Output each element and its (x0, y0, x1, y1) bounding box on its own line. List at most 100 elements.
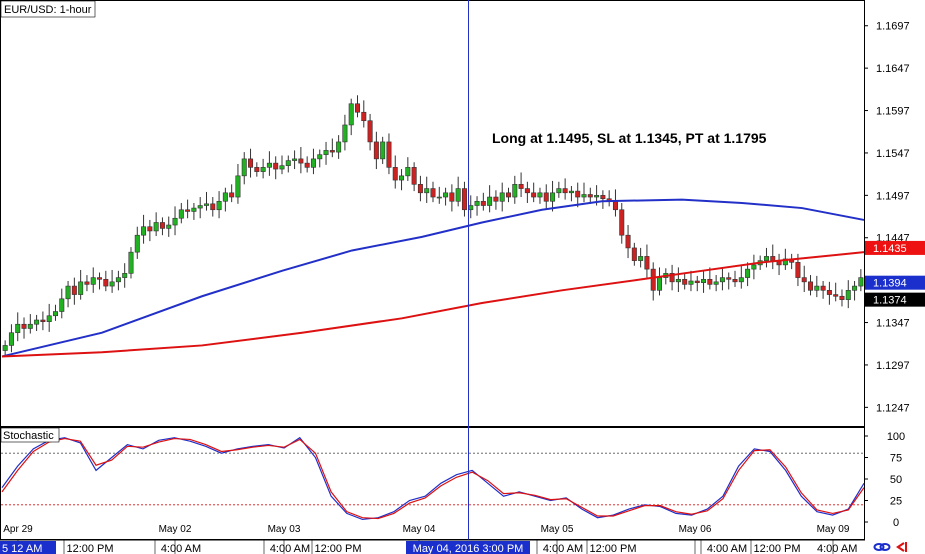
time-label: 4:00 AM (543, 543, 583, 554)
date-label: Apr 29 (3, 524, 33, 535)
crosshair-time-label: May 04, 2016 3:00 PM (406, 541, 530, 554)
candle (115, 270, 121, 291)
candle (524, 181, 530, 203)
stochastic-lines (1, 436, 865, 521)
candle (310, 148, 316, 175)
candle (304, 156, 310, 173)
price-tick-label: 1.1547 (876, 148, 910, 160)
candle (323, 141, 329, 165)
candle (814, 275, 820, 298)
candle (531, 182, 537, 203)
candle (367, 113, 373, 151)
candle (78, 269, 84, 300)
candle (65, 280, 71, 308)
candle (820, 280, 826, 299)
candle (707, 267, 713, 290)
time-label-partial-right: 4:00 AM (817, 543, 857, 554)
candle (801, 265, 807, 293)
candle (493, 190, 499, 210)
price-tick-label: 1.1697 (876, 21, 910, 33)
candle (159, 217, 165, 236)
candle (600, 190, 606, 209)
candle (84, 275, 90, 292)
date-label: May 09 (817, 524, 850, 535)
candle (329, 138, 335, 158)
stochastic-tick-label: 50 (890, 474, 902, 486)
candle (216, 191, 222, 219)
candle (650, 262, 656, 301)
candle (260, 158, 266, 179)
candle (317, 149, 323, 168)
candle (380, 136, 386, 164)
moving-average-blue (1, 198, 865, 358)
candle (34, 314, 40, 332)
candle (222, 187, 228, 212)
stochastic-tick-label: 0 (893, 517, 899, 529)
candle (109, 269, 115, 293)
candle (342, 114, 348, 151)
candle (480, 192, 486, 211)
chart-title: EUR/USD: 1-hour (4, 4, 92, 16)
candle (719, 267, 725, 291)
candle (97, 272, 103, 290)
candle (858, 269, 864, 292)
candle (40, 311, 46, 331)
candle (241, 152, 247, 185)
candle (405, 157, 411, 181)
candle (550, 180, 556, 212)
candle (348, 98, 354, 136)
price-labels: 1.1435 1.1394 1.1374 (865, 240, 925, 307)
candle (443, 187, 449, 206)
candle (688, 270, 694, 292)
date-label: May 03 (268, 524, 301, 535)
candle (845, 280, 851, 309)
price-tick-label: 1.1647 (876, 63, 910, 75)
candle (103, 270, 109, 292)
candle (254, 162, 260, 177)
candle (134, 226, 140, 259)
candle (248, 148, 254, 178)
price-tick-label: 1.1347 (876, 318, 910, 330)
candle (27, 314, 33, 334)
chain-link-icon[interactable] (873, 543, 891, 551)
candle (587, 187, 593, 204)
time-label: 4:00 AM (161, 543, 201, 554)
candle (713, 275, 719, 292)
price-axis: 1.16971.16471.15971.15471.14971.14471.13… (864, 21, 910, 414)
svg-text:5 12 AM: 5 12 AM (2, 543, 42, 554)
candle (675, 267, 681, 293)
candle (487, 185, 493, 213)
svg-text:1.1394: 1.1394 (873, 278, 907, 290)
price-tick-label: 1.1597 (876, 106, 910, 118)
candle (399, 169, 405, 191)
time-label: 4:00 AM (707, 543, 747, 554)
stochastic-tick-label: 75 (890, 453, 902, 465)
candle (361, 100, 367, 128)
candle (808, 275, 814, 296)
candle (147, 219, 153, 242)
stochastic-label: Stochastic (3, 430, 54, 442)
price-label: 1.1435 (865, 240, 925, 255)
arrow-back-icon[interactable] (896, 542, 907, 552)
candle (298, 147, 304, 174)
candle (153, 212, 159, 237)
candle (273, 156, 279, 180)
candle (474, 196, 480, 216)
stochastic-tick-label: 25 (890, 496, 902, 508)
candle (562, 178, 568, 200)
candle (839, 289, 845, 307)
candle (763, 247, 769, 268)
time-label: 12:00 PM (66, 543, 113, 554)
candle (122, 263, 128, 288)
candle (638, 247, 644, 268)
candle (2, 340, 8, 356)
price-label: 1.1394 (865, 275, 925, 290)
candle (15, 312, 21, 342)
time-label: 12:00 PM (753, 543, 800, 554)
time-label: 12:00 PM (314, 543, 361, 554)
candle (229, 184, 235, 203)
candle (21, 317, 27, 339)
candle (512, 175, 518, 204)
stochastic-axis: 100 75 50 25 0 (864, 431, 905, 529)
